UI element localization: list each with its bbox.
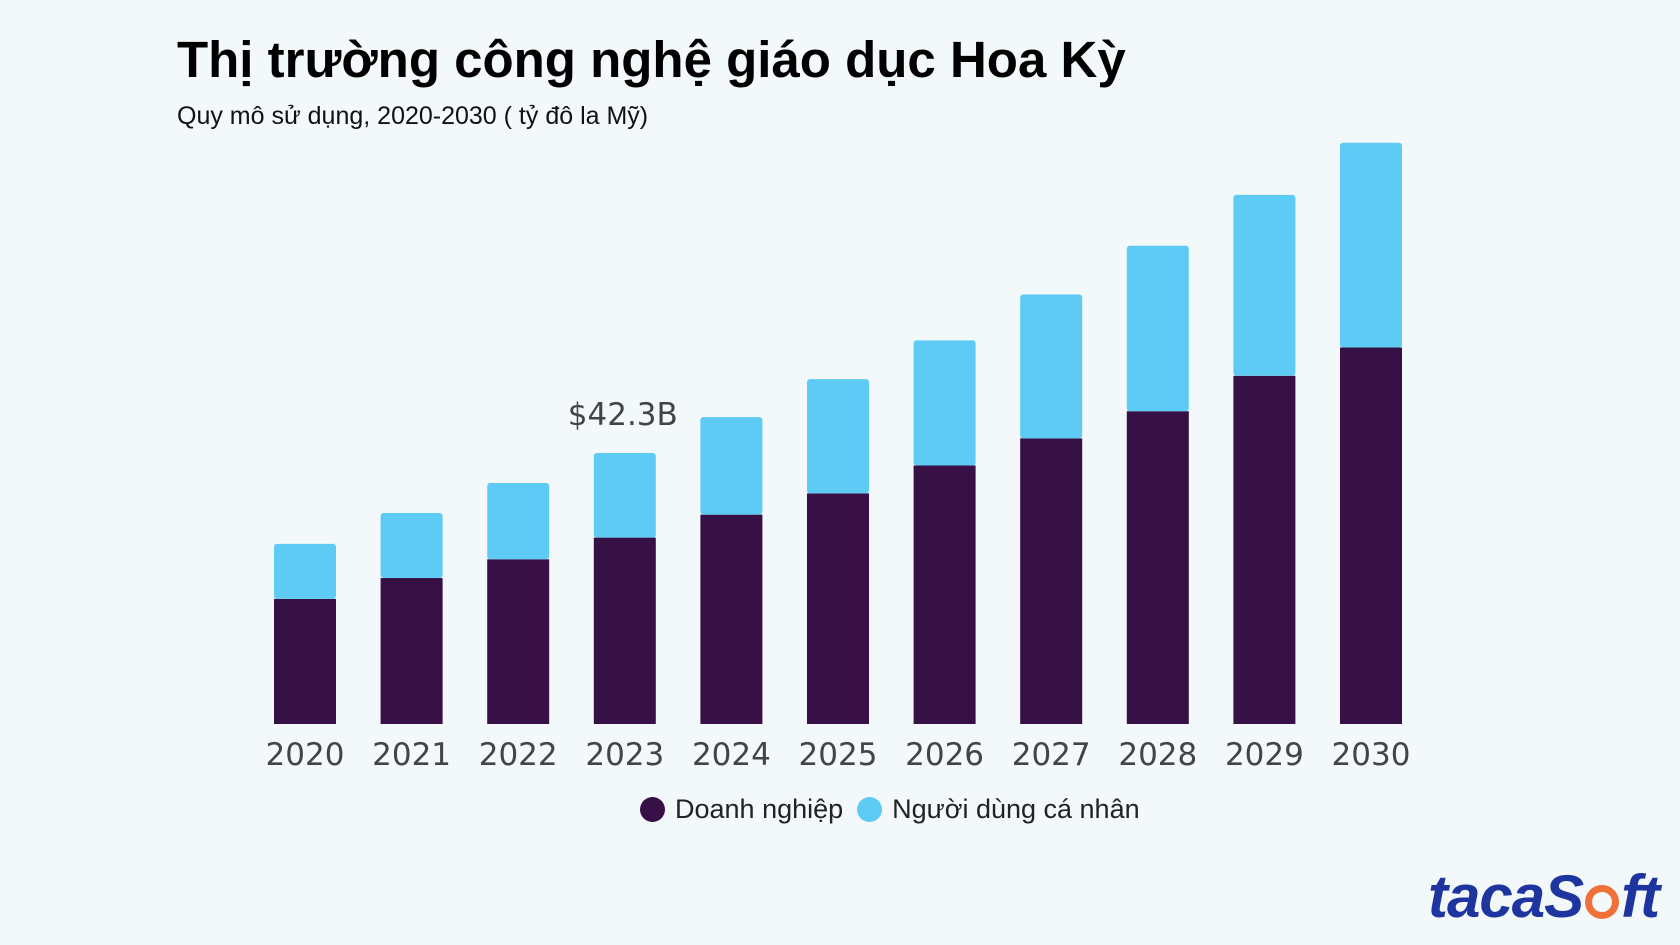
logo-text-end: ft bbox=[1621, 863, 1660, 930]
bar-individual-2021 bbox=[380, 512, 443, 579]
bar-individual-2025 bbox=[807, 379, 869, 494]
bar-enterprise-2021 bbox=[380, 578, 443, 724]
bar-individual-2024 bbox=[700, 417, 763, 515]
x-tick-2021: 2021 bbox=[372, 737, 451, 773]
bar-enterprise-2020 bbox=[274, 598, 336, 724]
legend-label-enterprise: Doanh nghiệp bbox=[675, 794, 844, 824]
logo-o-icon bbox=[1585, 885, 1620, 919]
bar-enterprise-2029 bbox=[1233, 375, 1296, 724]
legend-label-individual: Người dùng cá nhân bbox=[892, 794, 1140, 824]
bar-individual-2023 bbox=[593, 452, 656, 538]
chart-title: Thị trường công nghệ giáo dục Hoa Kỳ bbox=[177, 31, 1126, 88]
x-tick-2029: 2029 bbox=[1225, 737, 1304, 773]
bar-enterprise-2027 bbox=[1020, 438, 1083, 724]
tacasoft-logo: tacaS ft bbox=[1428, 862, 1660, 931]
x-tick-2023: 2023 bbox=[585, 737, 664, 773]
bar-individual-2028 bbox=[1126, 245, 1189, 412]
bar-enterprise-2030 bbox=[1340, 347, 1402, 724]
legend-swatch-individual bbox=[857, 797, 883, 822]
bar-individual-2022 bbox=[487, 482, 550, 560]
x-tick-2024: 2024 bbox=[692, 737, 771, 773]
x-tick-2030: 2030 bbox=[1332, 737, 1411, 773]
logo-text-start: taca bbox=[1428, 863, 1545, 930]
legend: Doanh nghiệp Người dùng cá nhân bbox=[640, 794, 1140, 825]
bar-enterprise-2022 bbox=[487, 559, 550, 724]
x-tick-2026: 2026 bbox=[905, 737, 984, 773]
legend-item-enterprise: Doanh nghiệp bbox=[640, 794, 843, 825]
bars-group bbox=[274, 142, 1402, 724]
x-tick-2028: 2028 bbox=[1118, 737, 1197, 773]
legend-item-individual: Người dùng cá nhân bbox=[857, 794, 1140, 825]
legend-swatch-enterprise bbox=[640, 797, 665, 822]
x-tick-labels: 2020 2021 2022 2023 2024 2025 2026 2027 2028 2029… bbox=[266, 737, 1411, 773]
bar-individual-2029 bbox=[1233, 194, 1296, 376]
x-tick-2025: 2025 bbox=[799, 737, 878, 773]
x-tick-2020: 2020 bbox=[266, 737, 345, 773]
annotation-label: $42.3B bbox=[568, 397, 678, 433]
bar-individual-2030 bbox=[1340, 142, 1402, 348]
bar-enterprise-2025 bbox=[807, 493, 869, 724]
bar-enterprise-2024 bbox=[700, 514, 763, 724]
bar-enterprise-2026 bbox=[913, 465, 976, 724]
logo-text-s: S bbox=[1544, 863, 1584, 930]
bar-enterprise-2023 bbox=[593, 537, 656, 724]
chart-subtitle: Quy mô sử dụng, 2020-2030 ( tỷ đô la Mỹ) bbox=[177, 102, 649, 130]
bar-individual-2020 bbox=[274, 543, 336, 599]
bar-enterprise-2028 bbox=[1126, 411, 1189, 724]
bar-individual-2027 bbox=[1020, 294, 1083, 439]
bar-individual-2026 bbox=[913, 340, 976, 466]
x-tick-2022: 2022 bbox=[479, 737, 558, 773]
x-tick-2027: 2027 bbox=[1012, 737, 1091, 773]
